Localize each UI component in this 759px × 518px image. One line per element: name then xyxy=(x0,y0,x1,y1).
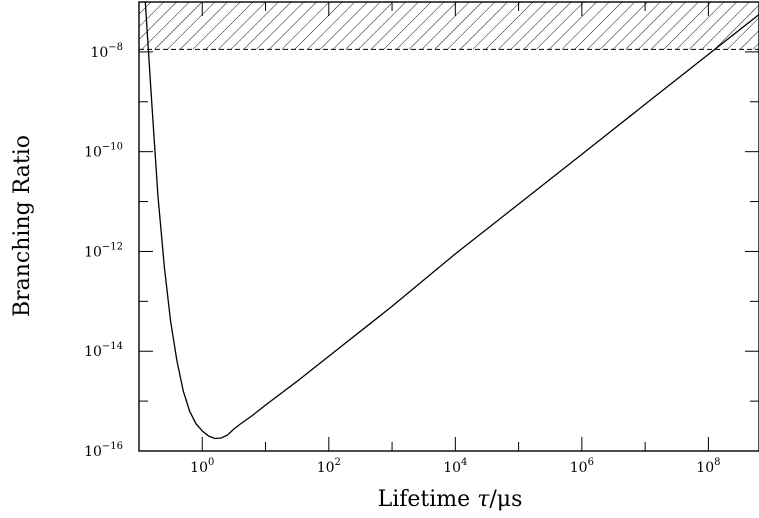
x-tick-label: 106 xyxy=(570,457,594,476)
excluded-region-hatch xyxy=(139,2,759,50)
x-axis-label-symbol: τ xyxy=(477,487,490,512)
x-tick-label: 100 xyxy=(190,457,214,476)
y-tick-label: 10−10 xyxy=(84,142,123,161)
y-tick-label: 10−14 xyxy=(84,341,123,360)
y-axis-label: Branching Ratio xyxy=(10,135,35,317)
x-axis-label-text: Lifetime xyxy=(378,487,478,512)
x-tick-label: 104 xyxy=(443,457,467,476)
series-line-0 xyxy=(144,2,759,440)
plot-area xyxy=(138,1,759,452)
y-tick-label: 10−12 xyxy=(84,241,123,260)
x-axis-label-unit: /μs xyxy=(489,487,522,512)
y-tick-label: 10−8 xyxy=(90,42,123,61)
plot-frame xyxy=(138,1,759,452)
x-tick-label: 108 xyxy=(696,457,720,476)
x-axis-label: Lifetime τ/μs xyxy=(378,487,523,512)
x-tick-label: 102 xyxy=(317,457,341,476)
y-tick-label: 10−16 xyxy=(84,441,123,460)
